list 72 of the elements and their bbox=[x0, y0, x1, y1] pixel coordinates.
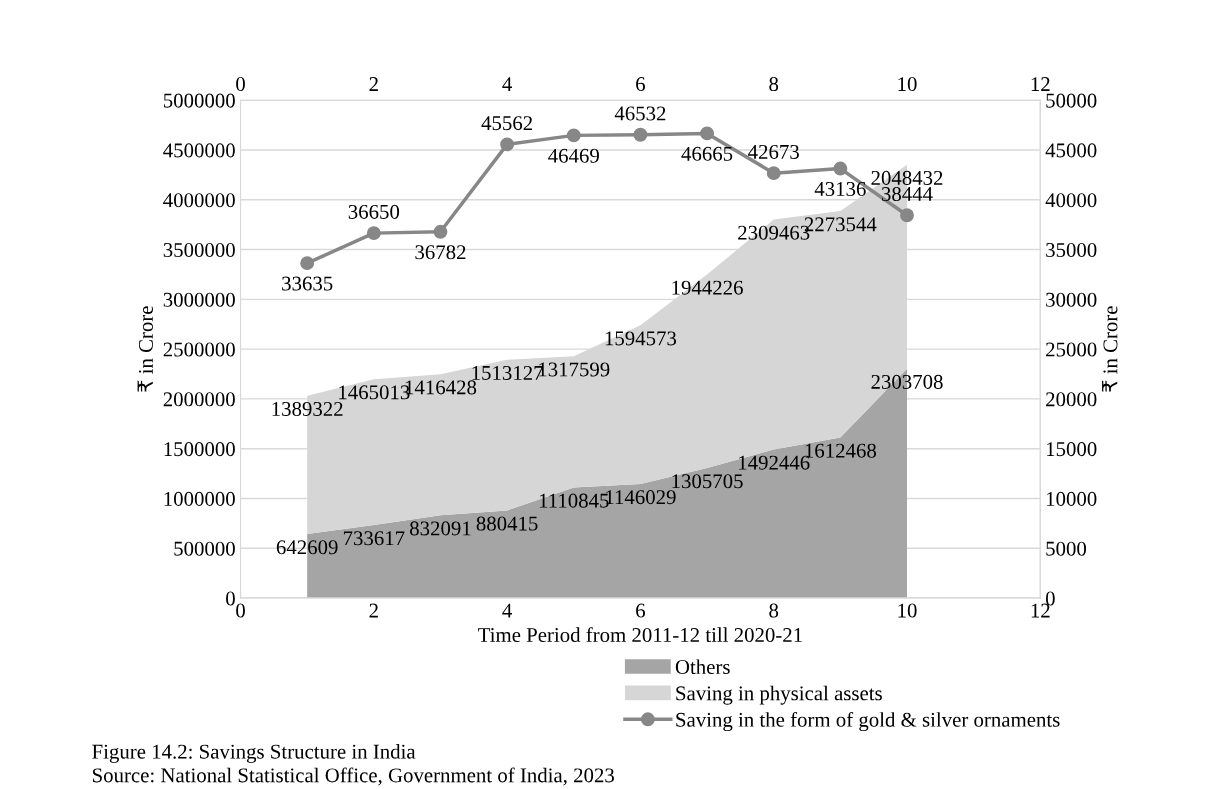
data-label: 1594573 bbox=[605, 331, 677, 346]
y-tick-label: 2500000 bbox=[163, 342, 235, 357]
data-label: 1305705 bbox=[672, 474, 743, 489]
y-axis-title: ₹ in Crore bbox=[137, 306, 153, 392]
x2-tick-label: 8 bbox=[769, 77, 779, 92]
x-tick-label: 4 bbox=[502, 603, 512, 618]
point bbox=[833, 161, 848, 176]
y-tick-label: 3500000 bbox=[163, 242, 235, 257]
data-label: 880415 bbox=[476, 516, 538, 531]
data-label: 43136 bbox=[814, 181, 866, 196]
data-label: 1389322 bbox=[272, 401, 343, 416]
data-label: 46469 bbox=[548, 148, 599, 163]
x2-tick-label: 6 bbox=[636, 77, 645, 92]
y2-tick-label: 20000 bbox=[1046, 392, 1097, 407]
point bbox=[433, 224, 448, 239]
y2-tick-label: 5000 bbox=[1046, 541, 1087, 556]
y2-axis-title: ₹ in Crore bbox=[1102, 306, 1118, 392]
data-label: 2303708 bbox=[871, 374, 943, 389]
point bbox=[500, 137, 515, 152]
legend-label: Saving in the form of gold & silver ornaments bbox=[676, 711, 1060, 732]
y-tick-label: 0 bbox=[226, 591, 235, 606]
y-tick-label: 5000000 bbox=[163, 93, 235, 108]
text: Figure 14.2: Savings Structure in India bbox=[92, 744, 416, 763]
y-tick-label: 500000 bbox=[174, 541, 235, 556]
y-tick-label: 3000000 bbox=[163, 292, 235, 307]
y2-tick-label: 25000 bbox=[1046, 342, 1097, 357]
x2-tick-label: 2 bbox=[369, 77, 378, 91]
point bbox=[700, 126, 715, 141]
data-label: 733617 bbox=[343, 531, 405, 546]
x-tick-label: 2 bbox=[369, 603, 378, 618]
data-label: 2048432 bbox=[871, 170, 943, 185]
data-label: 832091 bbox=[410, 521, 471, 536]
point bbox=[300, 256, 315, 271]
y2-tick-label: 35000 bbox=[1046, 242, 1097, 257]
y2-tick-label: 30000 bbox=[1046, 292, 1097, 307]
x-tick-label: 0 bbox=[236, 603, 245, 618]
data-label: 33635 bbox=[282, 276, 333, 291]
y-tick-label: 4000000 bbox=[163, 193, 235, 208]
y-tick-label: 2000000 bbox=[163, 392, 235, 407]
y2-tick-label: 50000 bbox=[1046, 93, 1097, 108]
point bbox=[633, 127, 648, 142]
x-tick-label: 6 bbox=[636, 603, 645, 618]
y2-tick-label: 10000 bbox=[1046, 491, 1097, 506]
data-label: 38444 bbox=[881, 186, 933, 202]
y2-tick-label: 45000 bbox=[1045, 143, 1097, 158]
x-axis-title: Time Period from 2011-12 till 2020-21 bbox=[478, 627, 802, 643]
data-label: 36650 bbox=[348, 204, 400, 219]
source-note: Source: National Statistical Office, Government of India, 2023 bbox=[92, 767, 614, 786]
data-label: 642609 bbox=[276, 540, 338, 555]
x2-tick-label: 0 bbox=[236, 77, 245, 92]
legend-label: Saving in physical assets bbox=[676, 685, 882, 705]
x-tick-label: 10 bbox=[898, 603, 917, 618]
point bbox=[366, 226, 381, 241]
data-label: 46532 bbox=[614, 106, 666, 121]
data-label: 1944226 bbox=[672, 280, 743, 295]
legend-label: Others bbox=[675, 659, 730, 675]
point bbox=[766, 166, 781, 181]
y-tick-label: 4500000 bbox=[163, 143, 235, 158]
x2-tick-label: 4 bbox=[502, 77, 512, 91]
y2-tick-label: 40000 bbox=[1045, 193, 1097, 208]
data-label: 46665 bbox=[681, 146, 733, 161]
y-tick-label: 1000000 bbox=[164, 491, 235, 506]
data-label: 45562 bbox=[481, 116, 533, 131]
x-tick-label: 8 bbox=[769, 603, 779, 618]
x2-tick-label: 10 bbox=[898, 77, 917, 92]
point bbox=[566, 128, 581, 143]
data-label: 36782 bbox=[415, 245, 466, 260]
point bbox=[900, 208, 914, 223]
y2-tick-label: 15000 bbox=[1046, 442, 1097, 457]
y-tick-label: 1500000 bbox=[164, 442, 235, 457]
x2-tick-label: 12 bbox=[1031, 77, 1050, 91]
data-label: 42673 bbox=[748, 144, 799, 159]
